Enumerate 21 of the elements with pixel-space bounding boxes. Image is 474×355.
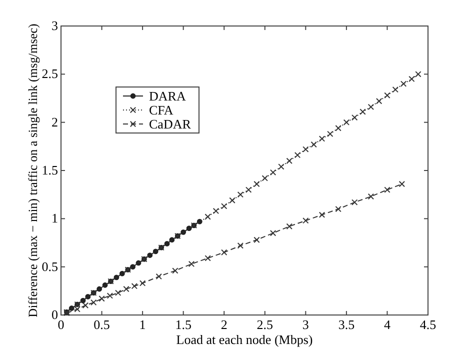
y-tick-label: 0.5	[42, 258, 58, 274]
y-tick-label: 2	[52, 114, 58, 130]
x-axis-title: Load at each node (Mbps)	[176, 332, 313, 347]
y-tick-label: 1	[52, 210, 58, 226]
x-tick-label: 3.5	[338, 317, 355, 332]
y-tick-label: 2.5	[42, 66, 58, 82]
y-tick-label: 1.5	[42, 162, 58, 178]
x-tick-label: 3	[302, 317, 309, 332]
x-tick-label: 0.5	[94, 317, 110, 332]
y-tick-label: 0	[52, 307, 58, 322]
x-tick-label: 1.5	[175, 317, 192, 332]
x-tick-label: 2	[220, 317, 228, 332]
x-tick-label: 4	[384, 317, 391, 332]
x-tick-label: 2.5	[256, 317, 274, 332]
y-tick-label: 3	[52, 18, 58, 33]
y-axis-title: Difference (max − min) traffic on a single link (msg/msec)	[26, 24, 40, 318]
legend-label: CFA	[149, 102, 174, 118]
x-tick-label: 4.5	[420, 317, 436, 332]
x-tick-label: 1	[139, 317, 146, 332]
legend-label: CaDAR	[149, 116, 192, 132]
legend-label: DARA	[149, 88, 186, 104]
